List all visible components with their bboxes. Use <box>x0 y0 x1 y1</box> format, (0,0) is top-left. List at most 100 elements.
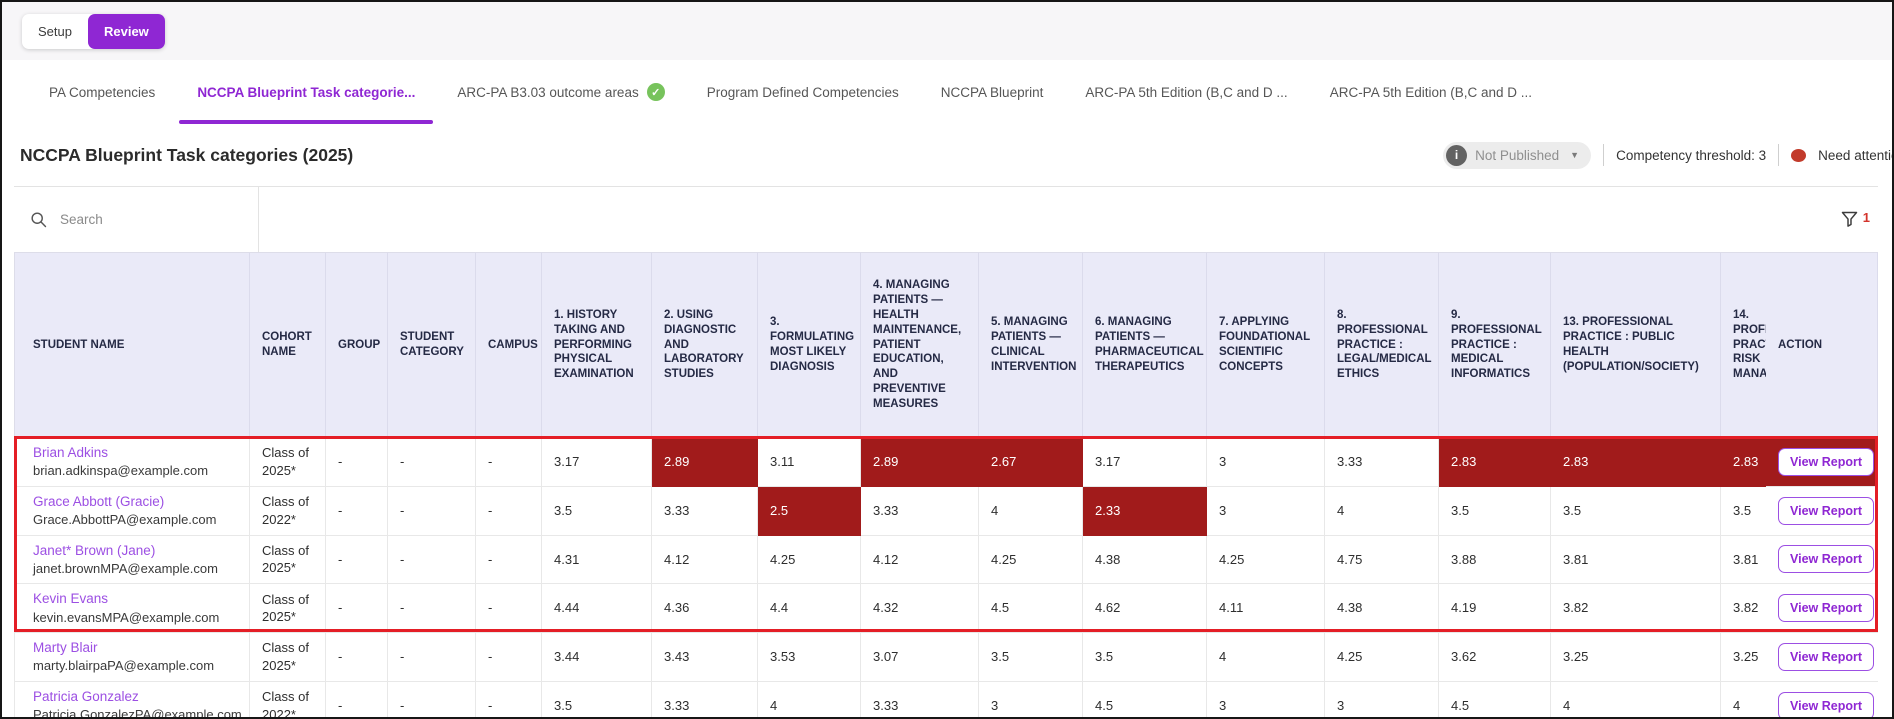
score-cell: 4.5 <box>1083 681 1207 717</box>
category-cell: - <box>388 486 476 536</box>
score-cell: 4.62 <box>1083 584 1207 634</box>
tab-label: ARC-PA 5th Edition (B,C and D ... <box>1085 84 1288 100</box>
action-cell: View Report <box>1766 584 1878 634</box>
column-header-student-name: STUDENT NAME <box>14 252 250 438</box>
score-cell: 3.5 <box>1439 486 1551 536</box>
score-cell: 4.38 <box>1325 584 1439 634</box>
student-name-link[interactable]: Patricia Gonzalez <box>33 688 139 704</box>
filter-button[interactable]: 1 <box>1839 209 1870 230</box>
score-cell: 4.5 <box>979 584 1083 634</box>
student-name-link[interactable]: Brian Adkins <box>33 445 109 460</box>
score-cell: 2.83 <box>1439 438 1551 487</box>
student-name-link[interactable]: Marty Blair <box>33 640 98 656</box>
need-attention-dot-icon <box>1791 148 1807 162</box>
score-cell: 3.53 <box>758 633 861 682</box>
student-email: kevin.evansMPA@example.com <box>33 609 220 625</box>
table-header-row: STUDENT NAME COHORT NAME GROUP STUDENT CATE… <box>14 252 1878 438</box>
top-bar: Setup Review <box>2 2 1892 60</box>
score-cell: 4.12 <box>652 535 758 585</box>
score-cell: 3.81 <box>1551 535 1721 585</box>
score-cell: 2.5 <box>758 486 861 536</box>
table-toolbar: 1 <box>14 186 1878 252</box>
tab-program-defined-competencies[interactable]: Program Defined Competencies <box>686 60 920 124</box>
score-cell: 4 <box>1551 681 1721 717</box>
table-row: Patricia Gonzalez Patricia.GonzalezPA@exa… <box>14 681 1878 719</box>
tab-arc-pa-b3-03-outcome-areas[interactable]: ARC-PA B3.03 outcome areas ✓ <box>436 60 685 124</box>
view-report-button[interactable]: View Report <box>1778 594 1875 623</box>
student-email: brian.adkinspa@example.com <box>33 463 209 479</box>
student-name-link[interactable]: Grace Abbott (Gracie) <box>33 493 165 509</box>
tab-arc-pa-5th-edition-b-c-and-d[interactable]: ARC-PA 5th Edition (B,C and D ... <box>1309 60 1553 124</box>
category-cell: - <box>388 584 476 634</box>
divider <box>1778 144 1780 166</box>
group-cell: - <box>326 633 388 682</box>
action-cell: View Report <box>1766 486 1878 536</box>
tab-label: Program Defined Competencies <box>706 84 899 100</box>
students-competency-table: STUDENT NAME COHORT NAME GROUP STUDENT CATE… <box>14 252 1878 719</box>
cohort-cell: Class of 2022* <box>250 681 326 717</box>
column-header-9-professional-practice-medical-informat: 9. PROFESSIONAL PRACTICE : MEDICAL INFOR… <box>1439 252 1551 438</box>
score-cell: 3 <box>1207 486 1325 536</box>
student-name-link[interactable]: Janet* Brown (Jane) <box>33 542 156 558</box>
score-cell: 3.17 <box>1083 438 1207 487</box>
tab-arc-pa-5th-edition-b-c-and-d[interactable]: ARC-PA 5th Edition (B,C and D ... <box>1064 60 1308 124</box>
student-email: Patricia.GonzalezPA@example.com <box>33 707 242 719</box>
score-cell: 4.4 <box>758 584 861 634</box>
table-viewport: STUDENT NAME COHORT NAME GROUP STUDENT CATE… <box>14 252 1878 719</box>
table-row: Marty Blair marty.blairpaPA@example.com Cl… <box>14 633 1878 682</box>
score-cell: 3.5 <box>542 681 652 717</box>
column-header-group: GROUP <box>326 252 388 438</box>
setup-tab-button[interactable]: Setup <box>22 14 88 49</box>
group-cell: - <box>326 584 388 634</box>
score-cell: 3.88 <box>1439 535 1551 585</box>
table-row: Brian Adkins brian.adkinspa@example.com Cl… <box>14 438 1878 487</box>
table-row: Janet* Brown (Jane) janet.brownMPA@exampl… <box>14 535 1878 585</box>
score-cell: 4.25 <box>979 535 1083 585</box>
view-report-button[interactable]: View Report <box>1778 545 1875 574</box>
score-cell: 3.33 <box>861 681 979 717</box>
table-row: Grace Abbott (Gracie) Grace.AbbottPA@exam… <box>14 486 1878 536</box>
score-cell: 4.38 <box>1083 535 1207 585</box>
score-cell: 3.33 <box>652 486 758 536</box>
tab-label: ARC-PA B3.03 outcome areas <box>457 84 639 100</box>
column-header-13-professional-practice-public-health-p: 13. PROFESSIONAL PRACTICE : PUBLIC HEALT… <box>1551 252 1721 438</box>
cohort-cell: Class of 2025* <box>250 438 326 487</box>
score-cell: 3.33 <box>652 681 758 717</box>
score-cell: 3.5 <box>979 633 1083 682</box>
score-cell: 4.32 <box>861 584 979 634</box>
tab-nccpa-blueprint-task-categorie[interactable]: NCCPA Blueprint Task categorie... <box>176 60 436 124</box>
score-cell: 3 <box>1207 438 1325 487</box>
search-input[interactable] <box>58 211 228 228</box>
group-cell: - <box>326 438 388 487</box>
cohort-cell: Class of 2022* <box>250 486 326 536</box>
score-cell: 3.5 <box>1083 633 1207 682</box>
score-cell: 4 <box>1325 486 1439 536</box>
category-cell: - <box>388 535 476 585</box>
column-header-cohort-name: COHORT NAME <box>250 252 326 438</box>
action-cell: View Report <box>1766 438 1878 487</box>
score-cell: 2.83 <box>1551 438 1721 487</box>
title-row: NCCPA Blueprint Task categories (2025) i… <box>2 124 1892 186</box>
view-report-button[interactable]: View Report <box>1778 447 1875 476</box>
student-name-cell: Grace Abbott (Gracie) Grace.AbbottPA@exam… <box>14 486 250 536</box>
view-report-button[interactable]: View Report <box>1778 691 1875 717</box>
table-row: Kevin Evans kevin.evansMPA@example.com Cla… <box>14 584 1878 634</box>
score-cell: 3.07 <box>861 633 979 682</box>
view-report-button[interactable]: View Report <box>1778 642 1875 671</box>
campus-cell: - <box>476 535 542 585</box>
tab-pa-competencies[interactable]: PA Competencies <box>28 60 176 124</box>
campus-cell: - <box>476 681 542 717</box>
score-cell: 4 <box>979 486 1083 536</box>
score-cell: 4.44 <box>542 584 652 634</box>
review-tab-button[interactable]: Review <box>87 13 165 49</box>
view-report-button[interactable]: View Report <box>1778 496 1875 525</box>
publish-status-dropdown[interactable]: i Not Published ▼ <box>1443 141 1592 169</box>
campus-cell: - <box>476 633 542 682</box>
score-cell: 3.11 <box>758 438 861 487</box>
campus-cell: - <box>476 584 542 634</box>
divider <box>1603 144 1605 166</box>
tab-nccpa-blueprint[interactable]: NCCPA Blueprint <box>920 60 1065 124</box>
score-cell: 4.75 <box>1325 535 1439 585</box>
score-cell: 4.25 <box>758 535 861 585</box>
student-name-link[interactable]: Kevin Evans <box>33 591 109 607</box>
